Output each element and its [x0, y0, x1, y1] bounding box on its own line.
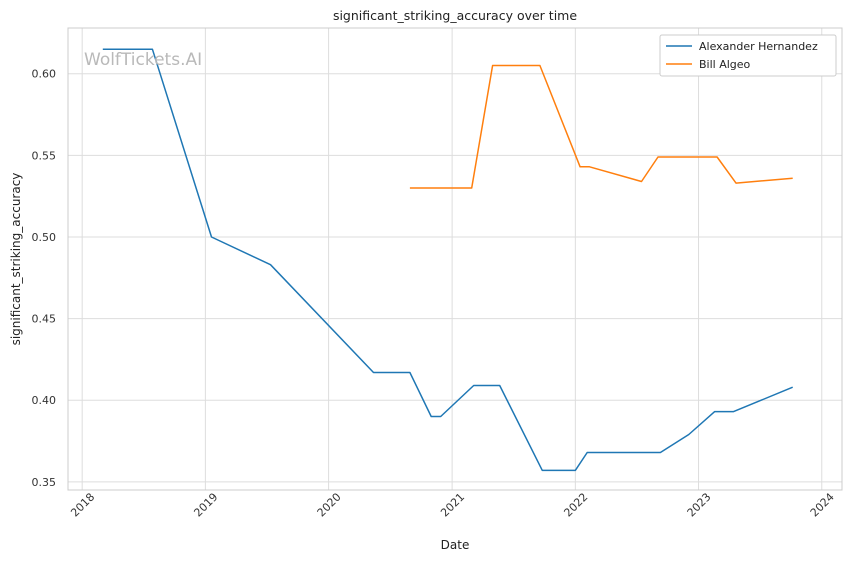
y-tick-label: 0.45: [32, 313, 57, 326]
y-tick-label: 0.60: [32, 68, 57, 81]
plot-frame: [67, 27, 843, 491]
watermark: WolfTickets.AI: [84, 50, 202, 70]
legend-label: Alexander Hernandez: [699, 40, 818, 53]
x-tick-label: 2018: [68, 490, 97, 519]
y-tick-label: 0.50: [32, 231, 57, 244]
grid-layer: [68, 28, 842, 490]
series-line-alexander-hernandez: [102, 48, 793, 472]
chart-title: significant_striking_accuracy over time: [333, 8, 577, 23]
y-tick-label: 0.35: [32, 476, 57, 489]
legend-label: Bill Algeo: [699, 58, 751, 71]
x-axis-ticks: 2018 2019 2020 2021 2022 2023 2024: [68, 490, 837, 519]
legend: Alexander Hernandez Bill Algeo: [659, 34, 837, 77]
x-tick-label: 2024: [808, 490, 837, 519]
x-tick-label: 2023: [685, 490, 714, 519]
series-line-bill-algeo: [409, 64, 793, 189]
y-tick-label: 0.40: [32, 394, 57, 407]
x-tick-label: 2019: [191, 490, 220, 519]
y-axis-title: significant_striking_accuracy: [9, 173, 23, 346]
series-layer: [102, 48, 793, 472]
x-tick-label: 2021: [438, 490, 467, 519]
y-tick-label: 0.55: [32, 149, 57, 162]
x-tick-label: 2020: [315, 490, 344, 519]
y-axis-ticks: 0.35 0.40 0.45 0.50 0.55 0.60: [32, 68, 57, 489]
legend-box: [659, 34, 837, 77]
x-axis-title: Date: [441, 538, 470, 552]
x-tick-label: 2022: [561, 490, 590, 519]
